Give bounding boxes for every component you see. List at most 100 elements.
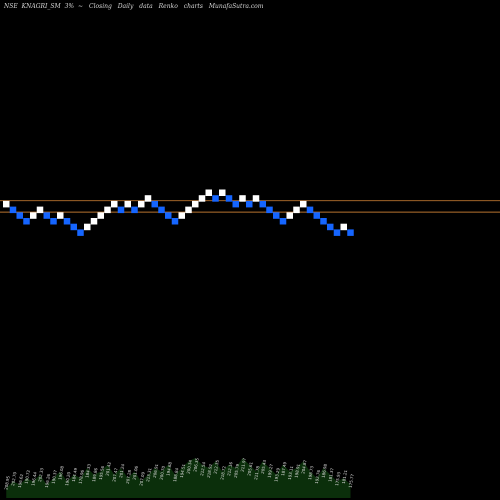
volume-label-18: 201.24: [118, 463, 125, 478]
volume-label-31: 218.92: [206, 463, 213, 478]
volume-label-1: 208.95: [3, 475, 10, 490]
volume-label-3: 196.62: [17, 473, 24, 488]
renko-bricks: [3, 189, 354, 236]
renko-brick-21: [138, 200, 145, 208]
volume-label-50: 175.93: [334, 471, 341, 486]
renko-brick-41: [273, 212, 280, 219]
volume-label-45: 204.87: [300, 459, 307, 474]
renko-brick-6: [36, 206, 44, 214]
arrow-label: ~: [78, 3, 84, 10]
renko-brick-42: [279, 218, 287, 225]
renko-brick-17: [111, 200, 118, 208]
volume-label-24: 200.70: [159, 465, 166, 480]
volume-label-51: 181.21: [341, 469, 348, 484]
volume-label-27: 194.51: [179, 463, 186, 478]
renko-brick-33: [219, 189, 226, 196]
renko-brick-15: [97, 212, 104, 219]
data-word-label: data: [139, 3, 153, 10]
volume-label-28: 200.34: [186, 459, 193, 474]
renko-brick-10: [63, 218, 71, 225]
volume-label-43: 193.11: [287, 465, 294, 480]
volume-label-7: 196.26: [44, 473, 51, 488]
renko-brick-50: [333, 229, 341, 236]
renko-brick-20: [131, 206, 138, 214]
renko-brick-13: [84, 223, 91, 231]
renko-brick-52: [347, 229, 354, 236]
renko-brick-11: [70, 223, 77, 231]
volume-label-44: 198.91: [294, 463, 301, 478]
volume-label-19: 207.28: [125, 469, 132, 484]
volume-label-11: 184.49: [71, 467, 78, 482]
volume-label-29: 206.35: [192, 457, 199, 472]
renko-brick-46: [306, 206, 314, 214]
renko-brick-47: [313, 212, 320, 219]
renko-brick-24: [158, 206, 165, 214]
volume-label-49: 181.37: [327, 467, 334, 482]
charts-word-label: charts: [183, 3, 203, 10]
volume-label-21: 207.09: [138, 471, 145, 486]
renko-brick-8: [50, 218, 57, 225]
volume-label-23: 206.91: [152, 463, 159, 478]
renko-brick-19: [124, 200, 131, 208]
volume-label-25: 194.68: [165, 461, 172, 476]
volume-area: [6, 458, 351, 498]
volume-label-35: 205.79: [233, 463, 240, 478]
renko-brick-38: [252, 195, 260, 202]
volume-label-37: 205.61: [246, 461, 253, 476]
renko-brick-29: [192, 200, 199, 208]
renko-brick-14: [90, 218, 98, 225]
symbol-label: KNAGRI_SM: [21, 3, 61, 10]
volume-label-36: 211.97: [240, 457, 247, 472]
volume-label-39: 205.43: [260, 459, 267, 474]
price-type-label: Closing: [89, 3, 112, 10]
renko-brick-2: [9, 206, 17, 214]
renko-brick-25: [165, 212, 172, 219]
volume-label-9: 196.08: [57, 465, 64, 480]
volume-label-32: 212.35: [213, 459, 220, 474]
volume-label-48: 186.98: [321, 463, 328, 478]
renko-brick-48: [320, 218, 327, 225]
volume-fill: [6, 458, 351, 498]
renko-brick-30: [198, 195, 206, 202]
brick-size-label: 3%: [64, 3, 75, 10]
renko-brick-28: [185, 206, 192, 214]
renko-brick-35: [232, 200, 239, 208]
renko-brick-1: [3, 200, 10, 208]
volume-label-22: 213.31: [145, 467, 152, 482]
renko-brick-4: [23, 218, 30, 225]
volume-label-26: 188.84: [172, 467, 179, 482]
renko-brick-34: [225, 195, 233, 202]
site-label: MunafaSutra.com: [208, 3, 264, 10]
volume-labels: 208.95 202.70 196.62 190.72 196.44 202.33 196.…: [3, 457, 355, 490]
renko-brick-39: [259, 200, 266, 208]
volume-label-5: 196.44: [30, 471, 37, 486]
reference-lines: [0, 200, 500, 213]
renko-brick-40: [266, 206, 273, 214]
exchange-label: NSE: [4, 3, 18, 10]
renko-brick-43: [286, 212, 293, 219]
volume-label-6: 202.33: [37, 467, 44, 482]
volume-label-12: 178.96: [78, 469, 85, 484]
volume-label-4: 190.72: [24, 469, 31, 484]
chart-kind-label: Renko: [158, 3, 178, 10]
volume-label-33: 218.72: [219, 465, 226, 480]
renko-brick-51: [340, 223, 347, 231]
renko-brick-45: [300, 200, 307, 208]
renko-brick-18: [117, 206, 125, 214]
renko-brick-37: [246, 200, 253, 208]
renko-brick-26: [171, 218, 179, 225]
renko-brick-16: [104, 206, 111, 214]
renko-brick-31: [205, 189, 212, 196]
volume-label-14: 189.86: [91, 467, 98, 482]
volume-label-20: 201.06: [132, 465, 139, 480]
volume-label-34: 212.16: [226, 461, 233, 476]
volume-label-15: 195.56: [98, 465, 105, 480]
renko-brick-27: [178, 212, 185, 219]
volume-label-17: 207.47: [111, 467, 118, 482]
volume-label-52: 175.77: [348, 473, 355, 488]
volume-label-30: 212.54: [199, 461, 206, 476]
renko-brick-9: [57, 212, 64, 219]
volume-label-2: 202.70: [10, 471, 17, 486]
